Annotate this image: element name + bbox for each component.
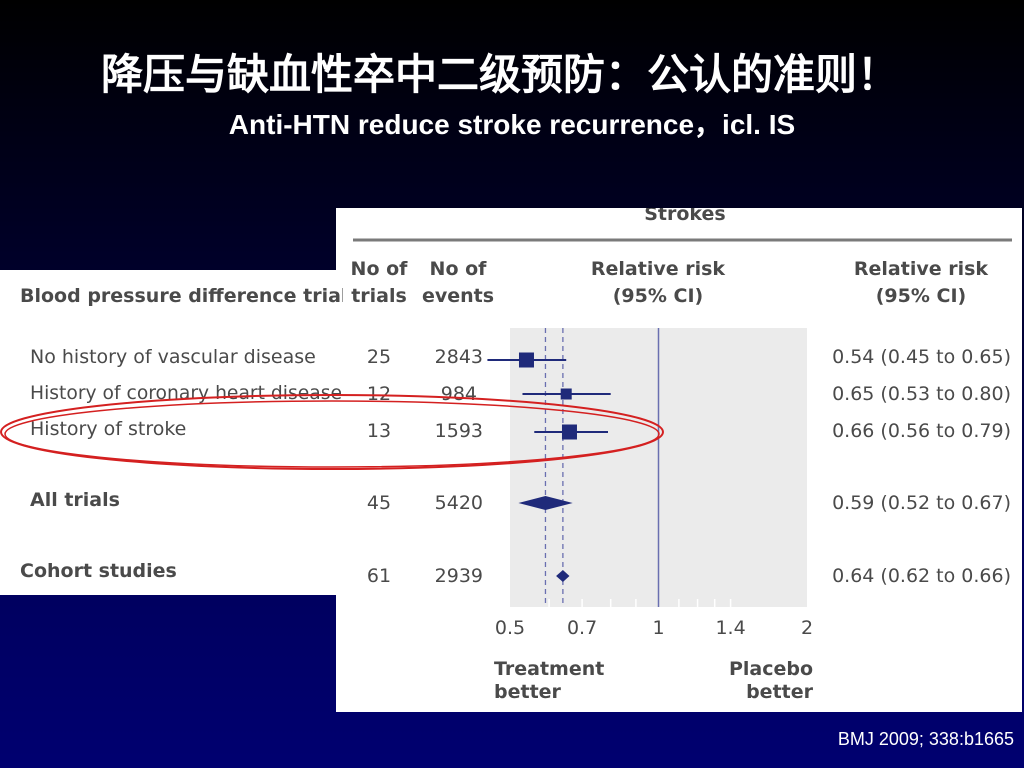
col-header-trials-2: trials <box>351 285 407 307</box>
group-header: Blood pressure difference trials <box>20 285 343 307</box>
treatment-better-label-2: better <box>494 681 562 703</box>
col-header-events-1: No of <box>430 258 488 280</box>
row-label: Cohort studies <box>20 560 177 582</box>
row-events: 2939 <box>435 565 483 587</box>
citation: BMJ 2009; 338:b1665 <box>837 729 1014 749</box>
section-title: Strokes <box>644 208 726 225</box>
row-label: History of stroke <box>30 418 186 440</box>
col-header-rr-text-1: Relative risk <box>854 258 989 280</box>
x-tick-label: 1.4 <box>715 617 745 639</box>
treatment-better-label-1: Treatment <box>494 658 604 680</box>
row-rr-ci: 0.65 (0.53 to 0.80) <box>832 383 1011 405</box>
point-estimate-square <box>518 352 534 368</box>
row-rr-ci: 0.66 (0.56 to 0.79) <box>832 420 1011 442</box>
forest-plot: Strokes No of trials No of events Relati… <box>351 203 1012 703</box>
row-label: No history of vascular disease <box>30 346 316 368</box>
row-labels-panel: Blood pressure difference trials No hist… <box>0 270 359 595</box>
col-header-rr-plot-2: (95% CI) <box>613 285 703 307</box>
row-rr-ci: 0.54 (0.45 to 0.65) <box>832 346 1011 368</box>
row-trials: 25 <box>367 346 391 368</box>
row-events: 1593 <box>435 420 483 442</box>
pooled-estimate-diamond <box>518 496 573 510</box>
x-axis-ticks: 0.5 0.7 1 1.4 2 <box>495 617 813 639</box>
slide-title: 降压与缺血性卒中二级预防：公认的准则！ <box>100 50 899 99</box>
row-events: 2843 <box>435 346 483 368</box>
row-label: History of coronary heart disease <box>30 382 342 404</box>
x-tick-label: 0.5 <box>495 617 525 639</box>
row-events: 984 <box>441 383 477 405</box>
placebo-better-label-2: better <box>746 681 814 703</box>
placebo-better-label-1: Placebo <box>729 658 813 680</box>
row-rr-ci: 0.59 (0.52 to 0.67) <box>832 492 1011 514</box>
pooled-estimate-diamond <box>556 570 570 582</box>
forest-plot-panel: Strokes No of trials No of events Relati… <box>336 203 1022 712</box>
x-tick-label: 2 <box>801 617 813 639</box>
x-tick-label: 0.7 <box>567 617 597 639</box>
row-trials: 13 <box>367 420 391 442</box>
point-estimate-square <box>560 388 572 400</box>
row-trials: 45 <box>367 492 391 514</box>
point-estimate-square <box>561 424 577 440</box>
col-header-rr-text-2: (95% CI) <box>876 285 966 307</box>
col-header-events-2: events <box>422 285 494 307</box>
row-trials: 61 <box>367 565 391 587</box>
slide-subtitle: Anti-HTN reduce stroke recurrence，icl. I… <box>228 109 796 140</box>
row-events: 5420 <box>435 492 483 514</box>
row-labels: Blood pressure difference trials No hist… <box>20 285 359 582</box>
col-header-rr-plot-1: Relative risk <box>591 258 726 280</box>
row-trials: 12 <box>367 383 391 405</box>
row-label: All trials <box>30 489 120 511</box>
x-tick-label: 1 <box>652 617 664 639</box>
row-rr-ci: 0.64 (0.62 to 0.66) <box>832 565 1011 587</box>
col-header-trials-1: No of <box>351 258 409 280</box>
